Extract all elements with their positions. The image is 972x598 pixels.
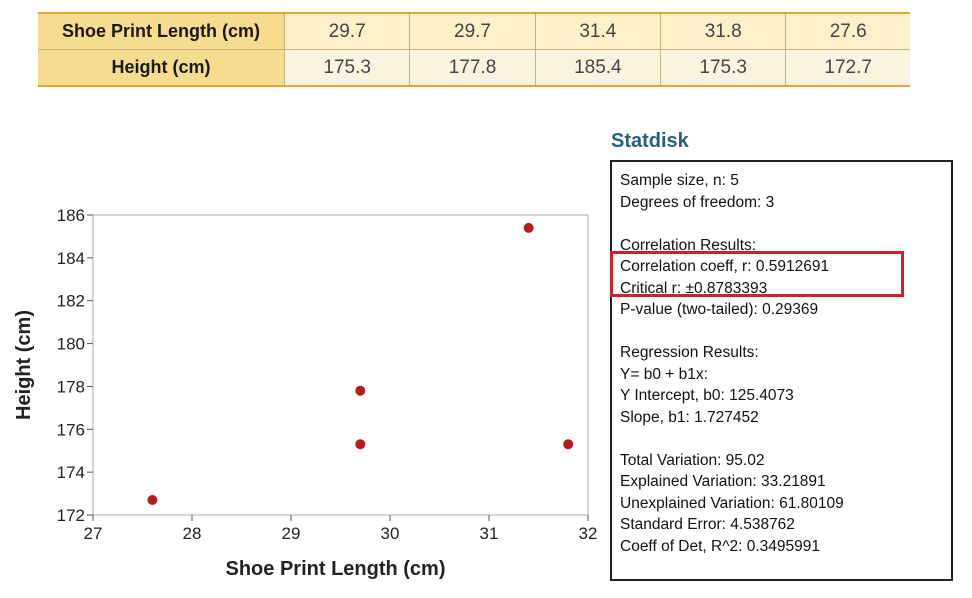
x-tick-label: 28 bbox=[183, 524, 202, 543]
statdisk-line: P-value (two-tailed): 0.29369 bbox=[620, 301, 819, 318]
table-row: Shoe Print Length (cm) 29.7 29.7 31.4 31.8 27… bbox=[38, 13, 910, 50]
table-cell: 31.8 bbox=[660, 13, 787, 50]
data-point bbox=[563, 439, 574, 450]
y-tick-label: 184 bbox=[57, 249, 85, 268]
table-cell: 177.8 bbox=[409, 49, 536, 86]
table-cell: 172.7 bbox=[785, 49, 910, 86]
statdisk-line: Coeff of Det, R^2: 0.3495991 bbox=[620, 537, 821, 555]
statdisk-line: Degrees of freedom: 3 bbox=[620, 193, 775, 211]
y-tick-label: 186 bbox=[57, 206, 85, 225]
statdisk-title: Statdisk bbox=[611, 130, 689, 152]
y-axis-title: Height (cm) bbox=[13, 310, 35, 420]
statdisk-results-panel: Sample size, n: 5 Degrees of freedom: 3 Co… bbox=[610, 160, 953, 581]
x-tick-label: 29 bbox=[282, 524, 301, 543]
x-tick-label: 27 bbox=[84, 524, 103, 543]
spacer bbox=[620, 321, 943, 343]
spacer bbox=[620, 213, 943, 235]
statdisk-line: Correlation Results: bbox=[620, 236, 757, 254]
y-tick-label: 174 bbox=[57, 463, 85, 482]
statdisk-line: Sample size, n: 5 bbox=[620, 172, 739, 189]
table-cell: 185.4 bbox=[535, 49, 662, 86]
x-axis-title: Shoe Print Length (cm) bbox=[226, 558, 446, 580]
data-point bbox=[355, 385, 366, 396]
statdisk-line: Explained Variation: 33.21891 bbox=[620, 473, 826, 490]
table-cell: 29.7 bbox=[284, 13, 411, 50]
data-point bbox=[523, 222, 534, 233]
y-tick-label: 172 bbox=[57, 506, 85, 525]
statdisk-line: Regression Results: bbox=[620, 344, 759, 361]
y-tick-label: 182 bbox=[57, 292, 85, 311]
statdisk-line: Correlation coeff, r: 0.5912691 bbox=[620, 258, 830, 275]
data-point bbox=[147, 495, 158, 505]
statdisk-line: Total Variation: 95.02 bbox=[620, 451, 765, 469]
x-tick-label: 30 bbox=[381, 524, 400, 543]
statdisk-line: Y Intercept, b0: 125.4073 bbox=[620, 387, 794, 404]
y-tick-label: 176 bbox=[57, 420, 85, 439]
correlation-highlight-box bbox=[610, 251, 904, 297]
row-header: Height (cm) bbox=[38, 49, 285, 86]
data-table: Shoe Print Length (cm) 29.7 29.7 31.4 31.8 27… bbox=[38, 12, 910, 87]
statdisk-line: Standard Error: 4.538762 bbox=[620, 516, 795, 533]
data-point bbox=[355, 439, 366, 450]
y-tick-label: 178 bbox=[57, 377, 85, 396]
spacer bbox=[620, 428, 943, 450]
x-tick-label: 31 bbox=[480, 524, 499, 543]
x-tick-label: 32 bbox=[579, 524, 598, 543]
statdisk-line: Unexplained Variation: 61.80109 bbox=[620, 494, 844, 512]
statdisk-line: Slope, b1: 1.727452 bbox=[620, 408, 759, 426]
table-cell: 175.3 bbox=[284, 49, 411, 86]
row-header: Shoe Print Length (cm) bbox=[38, 13, 285, 50]
statdisk-line: Y= b0 + b1x: bbox=[620, 365, 708, 383]
table-cell: 31.4 bbox=[535, 13, 662, 50]
table-row: Height (cm) 175.3 177.8 185.4 175.3 172.7 bbox=[38, 49, 910, 86]
table-cell: 29.7 bbox=[409, 13, 536, 50]
table-cell: 27.6 bbox=[785, 13, 910, 50]
scatter-plot: 27 28 29 30 31 32 172 174 176 178 180 182 184 186 Shoe… bbox=[13, 206, 598, 580]
statdisk-line: Critical r: ±0.8783393 bbox=[620, 279, 768, 297]
y-tick-label: 180 bbox=[57, 335, 85, 354]
plot-frame bbox=[92, 214, 589, 516]
table-cell: 175.3 bbox=[660, 49, 787, 86]
